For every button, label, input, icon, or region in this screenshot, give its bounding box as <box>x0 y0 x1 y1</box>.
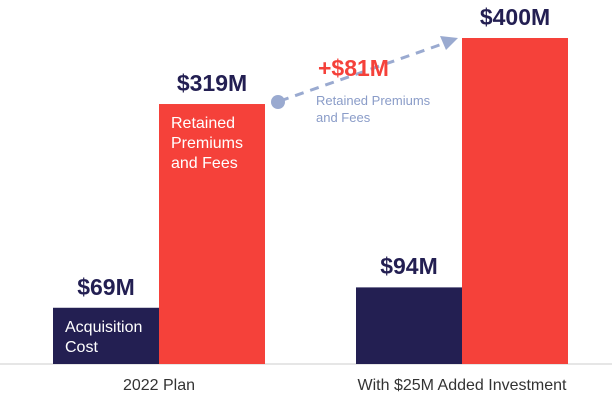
x-tick-label: With $25M Added Investment <box>357 377 567 394</box>
annotation-note: Retained Premiums and Fees <box>316 93 431 125</box>
legend-label: Retained Premiums and Fees <box>171 115 244 172</box>
annotation-dot <box>271 95 285 109</box>
legend-label: Acquisition Cost <box>65 318 143 356</box>
bar <box>356 287 462 364</box>
bar <box>53 307 159 364</box>
bar <box>159 104 265 364</box>
x-tick-label: 2022 Plan <box>122 377 196 394</box>
value-label: $94M <box>380 253 438 280</box>
annotation-text: +$81M <box>318 55 389 81</box>
annotation-arrowhead <box>440 36 458 50</box>
value-label: $69M <box>77 273 135 300</box>
value-label: $319M <box>176 70 248 96</box>
bar <box>462 38 568 364</box>
annotation-arrow <box>279 40 449 103</box>
value-label: $400M <box>479 4 551 30</box>
